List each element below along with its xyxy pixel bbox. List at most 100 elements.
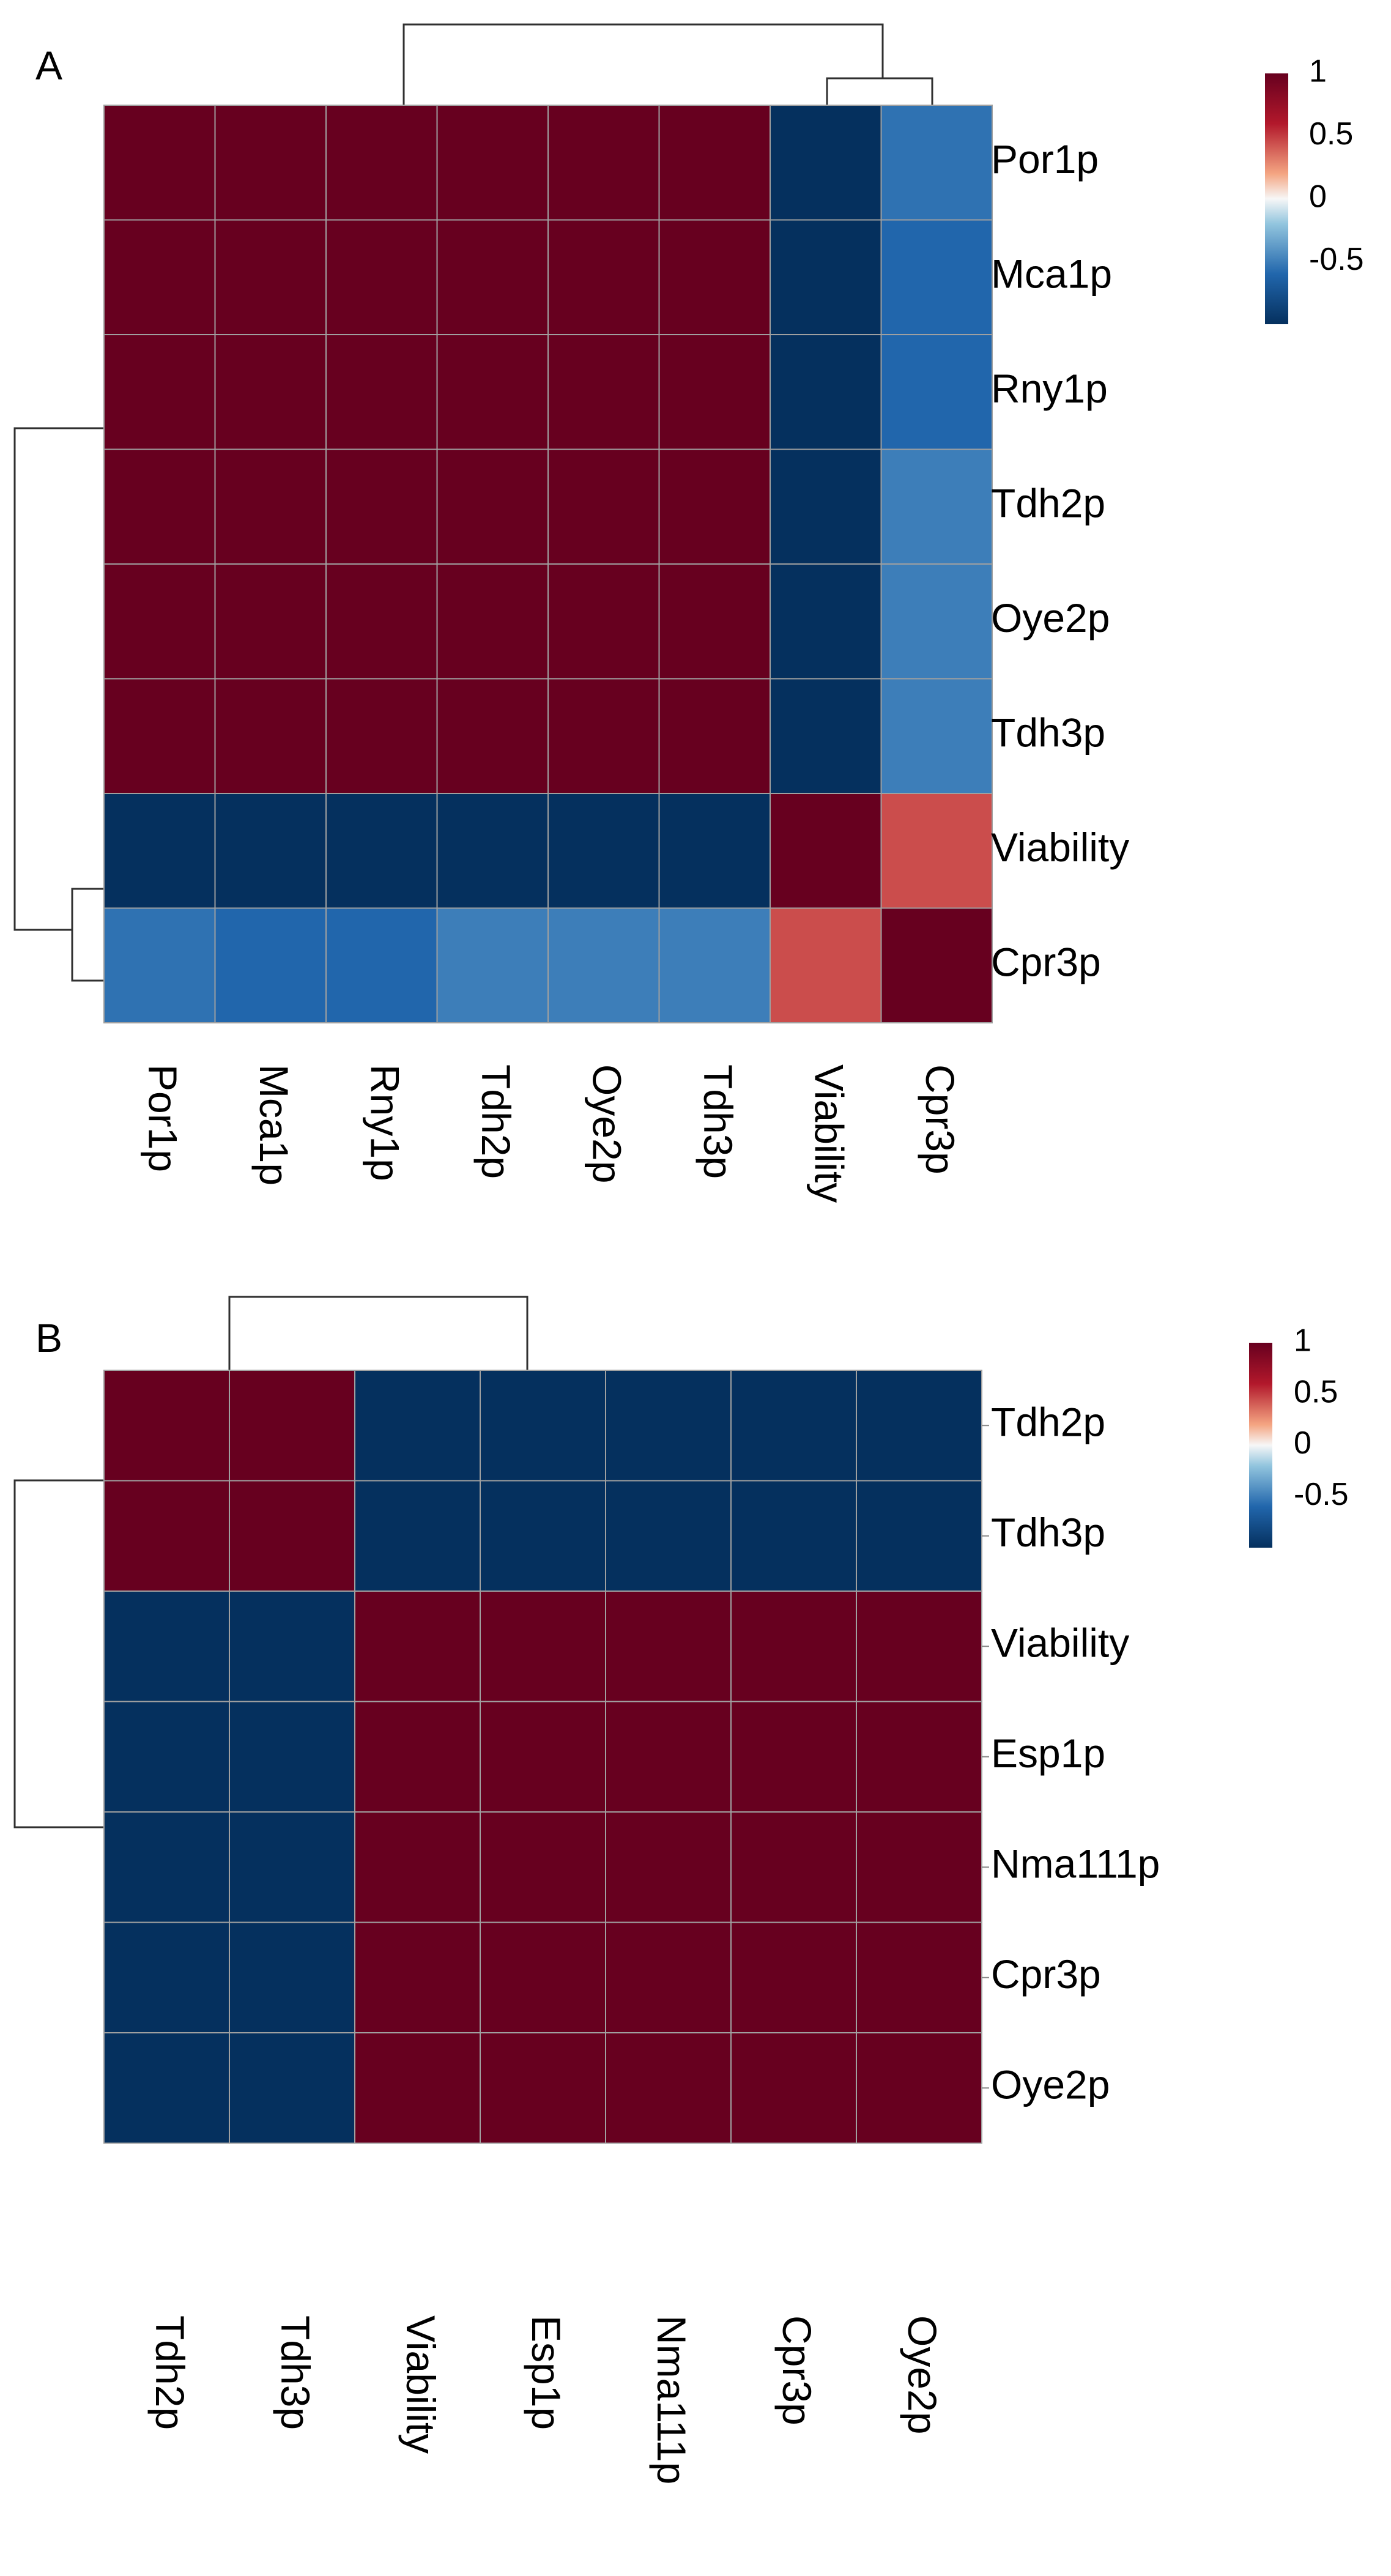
legend-tick-label: 0.5 [1309,116,1353,152]
panel-label-b: B [35,1315,62,1360]
column-label-group: Tdh2p [147,2315,193,2430]
row-label-tdh2p: Tdh2p [991,1400,1105,1445]
heatmap-cell-a-viability-rny1p [325,793,438,909]
heatmap-cell-b-tdh3p-oye2p [856,1480,982,1592]
heatmap-cell-b-oye2p-esp1p [480,2032,606,2144]
column-label-group: Nma111p [649,2315,694,2484]
heatmap-cell-a-oye2p-tdh2p [436,563,549,680]
column-label-group: Cpr3p [918,1064,963,1175]
heatmap-cell-a-oye2p-rny1p [325,563,438,680]
row-label-tdh3p: Tdh3p [991,1510,1105,1555]
heatmap-cell-a-por1p-por1p [103,105,216,221]
column-label-rny1p: Rny1p [362,1064,407,1181]
heatmap-cell-a-viability-mca1p [214,793,327,909]
heatmap-cells-a [103,105,993,1023]
heatmap-cells-b [103,1370,982,2144]
row-label-tdh3p: Tdh3p [991,710,1105,755]
heatmap-cell-b-tdh2p-tdh3p [229,1370,355,1482]
legend-tick-label: 0 [1294,1425,1311,1461]
heatmap-cell-b-tdh2p-viability [354,1370,481,1482]
dendrogram-branch-left-b-root [13,1479,104,1828]
heatmap-cell-b-nma111p-viability [354,1811,481,1923]
row-labels-a: Por1p Mca1p Rny1p Tdh2p Oye2p Tdh3p Viability C… [991,136,1129,985]
heatmap-cell-b-tdh3p-viability [354,1480,481,1592]
heatmap-cell-b-nma111p-oye2p [856,1811,982,1923]
heatmap-cell-b-cpr3p-tdh3p [229,1921,355,2033]
heatmap-cell-a-por1p-oye2p [547,105,660,221]
column-label-tdh3p: Tdh3p [273,2315,318,2430]
heatmap-cell-b-tdh3p-tdh3p [229,1480,355,1592]
heatmap-cell-b-viability-esp1p [480,1591,606,1702]
heatmap-cell-b-esp1p-tdh3p [229,1701,355,1813]
heatmap-cell-b-tdh2p-esp1p [480,1370,606,1482]
heatmap-cell-a-cpr3p-tdh3p [658,907,771,1023]
heatmap-cell-b-esp1p-viability [354,1701,481,1813]
dendrogram-branch-top-a-leaf [826,77,933,105]
heatmap-cell-a-tdh2p-oye2p [547,448,660,565]
heatmap-cell-b-cpr3p-oye2p [856,1921,982,2033]
heatmap-cell-a-tdh2p-por1p [103,448,216,565]
heatmap-cell-b-nma111p-cpr3p [730,1811,857,1923]
column-labels-b: Tdh2p Tdh3p Viability Esp1p Nma111p Cpr3p Oye2… [147,2315,945,2484]
heatmap-cell-a-mca1p-tdh3p [658,219,771,335]
row-label-cpr3p: Cpr3p [991,940,1101,985]
heatmap-cell-b-tdh3p-cpr3p [730,1480,857,1592]
heatmap-cell-b-cpr3p-cpr3p [730,1921,857,2033]
heatmap-cell-b-tdh3p-nma111p [605,1480,732,1592]
column-labels-a: Por1p Mca1p Rny1p Tdh2p Oye2p Tdh3p Viability C… [140,1064,963,1203]
column-label-viability: Viability [806,1064,851,1203]
heatmap-cell-b-viability-tdh2p [103,1591,230,1702]
panel-label-a: A [35,43,62,88]
heatmap-cell-a-por1p-viability [770,105,882,221]
heatmap-cell-b-cpr3p-esp1p [480,1921,606,2033]
heatmap-cell-a-tdh2p-cpr3p [880,448,993,565]
heatmap-cell-a-viability-tdh3p [658,793,771,909]
row-label-rny1p: Rny1p [991,366,1108,411]
column-label-tdh3p: Tdh3p [696,1064,741,1179]
heatmap-cell-a-tdh2p-tdh3p [658,448,771,565]
heatmap-cell-a-tdh3p-oye2p [547,678,660,794]
heatmap-cell-a-tdh3p-cpr3p [880,678,993,794]
column-label-viability: Viability [398,2315,443,2454]
heatmap-cell-b-cpr3p-tdh2p [103,1921,230,2033]
heatmap-cell-a-tdh3p-mca1p [214,678,327,794]
column-label-tdh2p: Tdh2p [147,2315,193,2430]
heatmap-cell-a-rny1p-por1p [103,334,216,450]
heatmap-cell-a-rny1p-tdh3p [658,334,771,450]
dendrogram-branch-left-a-root [13,427,104,931]
column-label-oye2p: Oye2p [900,2315,945,2434]
dendrogram-branch-top-b-root [228,1296,529,1370]
heatmap-panel-b: B Tdh2p Tdh3p Viability Esp1p Nma111p Cpr3p Oy… [13,1296,1349,2484]
column-label-group: Oye2p [584,1064,629,1183]
heatmap-cell-b-nma111p-tdh2p [103,1811,230,1923]
legend-tick-label: 0 [1309,179,1327,215]
heatmap-cell-a-mca1p-rny1p [325,219,438,335]
heatmap-cell-b-oye2p-nma111p [605,2032,732,2144]
heatmap-cell-a-mca1p-viability [770,219,882,335]
heatmap-cell-a-cpr3p-por1p [103,907,216,1023]
heatmap-cell-b-tdh3p-esp1p [480,1480,606,1592]
heatmap-cell-a-viability-oye2p [547,793,660,909]
legend-tick-label: 0.5 [1294,1374,1338,1409]
heatmap-cell-a-oye2p-viability [770,563,882,680]
row-labels-b: Tdh2p Tdh3p Viability Esp1p Nma111p Cpr3p Oye2… [982,1400,1160,2107]
dendrogram-branch-left-a-leaf [71,888,104,982]
heatmap-cell-a-tdh2p-tdh2p [436,448,549,565]
column-label-tdh2p: Tdh2p [473,1064,519,1179]
column-label-cpr3p: Cpr3p [918,1064,963,1175]
heatmap-cell-b-cpr3p-viability [354,1921,481,2033]
heatmap-cell-a-cpr3p-oye2p [547,907,660,1023]
row-label-viability: Viability [991,825,1129,870]
legend-tick-label: 1 [1294,1323,1311,1359]
column-label-cpr3p: Cpr3p [774,2315,820,2426]
heatmap-cell-a-viability-cpr3p [880,793,993,909]
legend-colorbar-b [1249,1343,1272,1548]
column-label-group: Viability [398,2315,443,2454]
column-dendrogram-a [402,23,933,105]
heatmap-cell-b-oye2p-viability [354,2032,481,2144]
legend-tick-label: -0.5 [1294,1477,1349,1512]
heatmap-cell-b-viability-tdh3p [229,1591,355,1702]
column-label-group: Oye2p [900,2315,945,2434]
heatmap-cell-a-tdh3p-viability [770,678,882,794]
